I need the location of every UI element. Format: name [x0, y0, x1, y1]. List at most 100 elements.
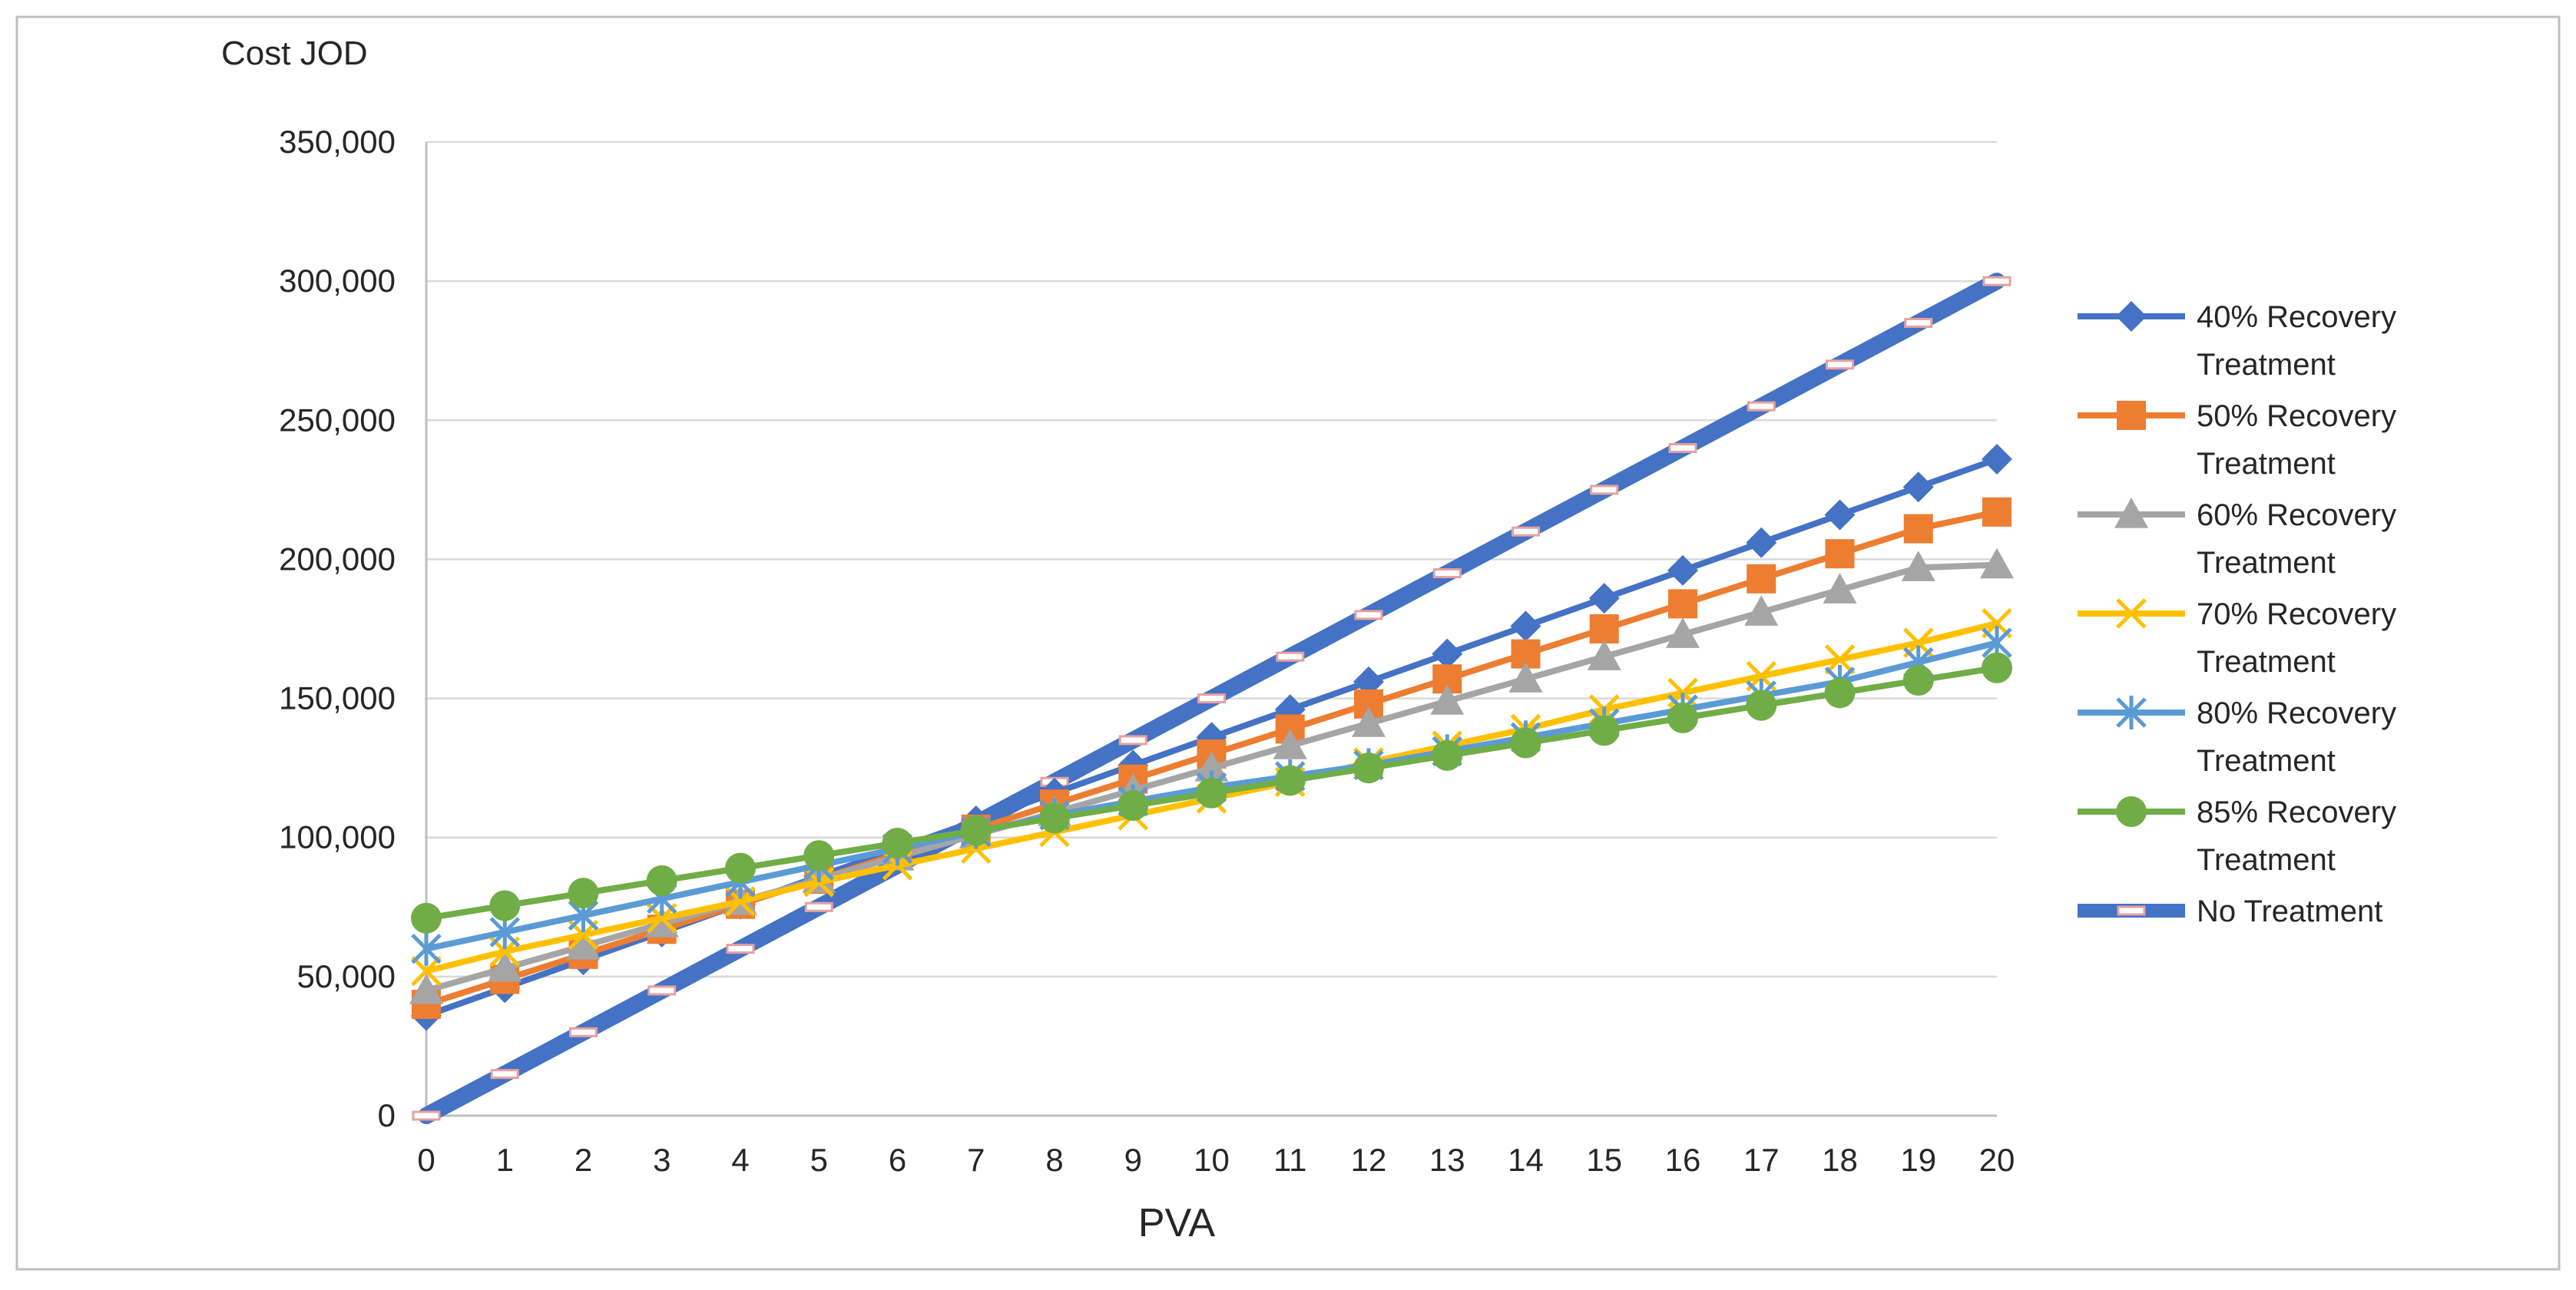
y-tick-label: 50,000 [297, 958, 396, 994]
legend-label: Treatment [2197, 546, 2336, 580]
x-tick-label: 3 [653, 1142, 670, 1178]
data-point [1588, 715, 1620, 746]
data-point [1980, 547, 2014, 579]
data-point [1039, 802, 1070, 834]
data-point [1823, 573, 1857, 604]
legend-marker [2116, 301, 2147, 332]
data-point [1747, 401, 1776, 412]
x-tick-label: 12 [1351, 1142, 1387, 1178]
x-tick-label: 19 [1900, 1142, 1936, 1178]
legend-item: 60% Recovery Treatment [2078, 498, 2396, 580]
data-point [1668, 443, 1697, 454]
data-point [1667, 702, 1698, 733]
data-point [1824, 644, 1856, 675]
legend-label: Treatment [2197, 744, 2336, 778]
legend: 40% Recovery Treatment 50% Recovery Treatme… [2078, 300, 2396, 928]
data-point [1902, 665, 1934, 696]
x-tick-label: 11 [1273, 1142, 1307, 1178]
legend-label: 40% Recovery [2197, 300, 2396, 334]
series-6 [411, 652, 2012, 934]
x-tick-label: 16 [1665, 1142, 1701, 1178]
legend-label: 80% Recovery [2197, 696, 2396, 730]
legend-item: No Treatment [2078, 895, 2382, 928]
legend-label: Treatment [2197, 645, 2336, 679]
data-point [568, 878, 599, 909]
data-point [569, 1027, 598, 1037]
data-point [1194, 751, 1229, 782]
data-point [411, 902, 442, 934]
data-point [1825, 539, 1855, 569]
chart-frame [15, 15, 2561, 1271]
data-point [1666, 617, 1700, 648]
data-point [725, 852, 756, 884]
data-point [1590, 485, 1619, 495]
data-point [1903, 514, 1933, 544]
data-point [412, 1110, 441, 1121]
legend-item: 85% Recovery Treatment [2078, 796, 2396, 877]
x-axis-title: PVA [1138, 1201, 1216, 1245]
data-point [1508, 662, 1543, 693]
legend-label: 50% Recovery [2197, 399, 2396, 433]
data-point [1118, 735, 1147, 746]
y-tick-label: 0 [378, 1097, 396, 1133]
legend-label: Treatment [2197, 348, 2336, 382]
data-point [1904, 317, 1933, 328]
data-point [1902, 471, 1934, 503]
data-point [644, 907, 679, 938]
data-point [1589, 614, 1619, 643]
data-point [1826, 359, 1854, 370]
data-point [1432, 568, 1462, 579]
data-point [1276, 651, 1305, 662]
legend-label: Treatment [2197, 447, 2336, 481]
data-point [1668, 589, 1697, 619]
x-tick-label: 1 [496, 1142, 514, 1178]
data-point [1982, 652, 2012, 683]
data-point [1511, 526, 1540, 537]
legend-item: 40% Recovery Treatment [2078, 300, 2396, 382]
data-point [1432, 638, 1463, 670]
data-point [1982, 497, 2011, 527]
x-tick-label: 10 [1194, 1142, 1230, 1178]
legend-marker [2116, 598, 2147, 629]
x-tick-label: 0 [417, 1142, 435, 1178]
x-tick-label: 17 [1743, 1142, 1780, 1178]
x-tick-label: 14 [1508, 1142, 1544, 1178]
data-point [1747, 564, 1776, 594]
legend-label: No Treatment [2197, 895, 2382, 928]
data-point [1824, 677, 1856, 709]
y-axis-title: Cost JOD [221, 35, 368, 72]
y-tick-label: 300,000 [279, 263, 396, 299]
legend-marker [2116, 796, 2147, 827]
data-point [566, 929, 601, 960]
data-point [1901, 551, 1935, 581]
data-point [1353, 752, 1384, 784]
x-tick-label: 7 [967, 1142, 985, 1178]
x-tick-label: 6 [889, 1142, 906, 1178]
legend-marker [2117, 401, 2146, 430]
x-tick-label: 20 [1979, 1142, 2015, 1178]
data-point [1824, 499, 1856, 531]
legend-marker [2117, 905, 2146, 916]
data-point [488, 951, 522, 982]
data-point [490, 1069, 519, 1080]
y-tick-label: 100,000 [279, 819, 396, 855]
data-point [726, 944, 755, 954]
data-point [1746, 527, 1777, 558]
legend-item: 70% Recovery Treatment [2078, 597, 2396, 679]
data-point [1587, 640, 1621, 670]
data-point [1746, 690, 1777, 721]
data-point [1352, 706, 1386, 737]
data-point [646, 865, 677, 896]
legend-label: Treatment [2197, 843, 2336, 877]
data-point [804, 901, 833, 912]
y-tick-label: 150,000 [279, 680, 396, 716]
x-tick-label: 8 [1045, 1142, 1063, 1178]
data-point [1273, 729, 1307, 759]
data-point [803, 840, 835, 872]
y-tick-label: 200,000 [279, 541, 396, 577]
data-point [1274, 765, 1306, 796]
legend-label: 60% Recovery [2197, 498, 2396, 532]
x-tick-label: 13 [1429, 1142, 1465, 1178]
